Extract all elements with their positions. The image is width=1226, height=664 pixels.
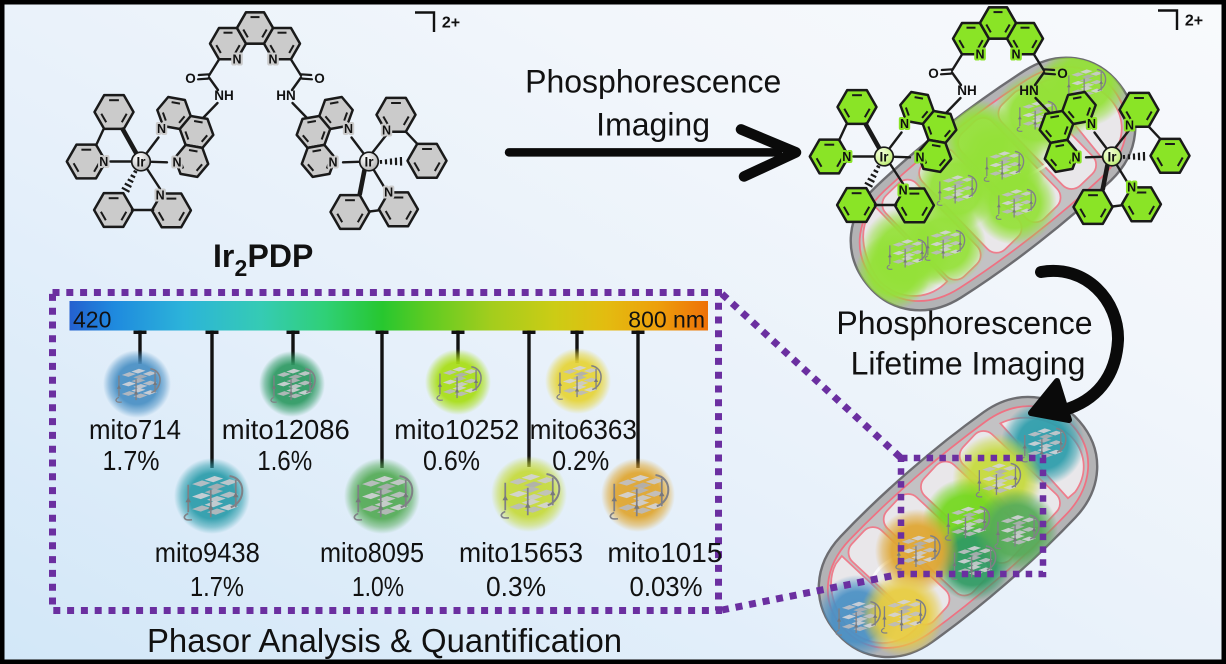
svg-text:N: N	[1011, 48, 1020, 62]
svg-text:mito15653: mito15653	[459, 537, 583, 568]
svg-text:N: N	[157, 122, 166, 136]
svg-text:mito10252: mito10252	[394, 414, 519, 445]
svg-text:2+: 2+	[1185, 13, 1203, 30]
svg-text:N: N	[344, 122, 353, 136]
svg-text:N: N	[899, 184, 908, 198]
svg-text:0.3%: 0.3%	[486, 571, 546, 602]
svg-text:1.7%: 1.7%	[190, 571, 244, 602]
svg-text:2+: 2+	[442, 15, 460, 32]
svg-text:NH: NH	[214, 88, 234, 103]
svg-text:N: N	[232, 53, 241, 67]
svg-text:HN: HN	[276, 88, 296, 103]
svg-text:0.2%: 0.2%	[552, 445, 609, 476]
svg-text:Ir: Ir	[879, 149, 889, 164]
svg-text:1.0%: 1.0%	[352, 571, 404, 602]
svg-text:N: N	[1011, 48, 1020, 62]
svg-text:1.6%: 1.6%	[257, 445, 312, 476]
svg-text:0.6%: 0.6%	[423, 445, 480, 476]
svg-text:1.7%: 1.7%	[103, 445, 160, 476]
svg-text:N: N	[99, 155, 108, 169]
svg-text:N: N	[268, 53, 277, 67]
svg-text:N: N	[1087, 117, 1096, 131]
svg-text:mito9438: mito9438	[155, 537, 260, 568]
svg-text:N: N	[975, 48, 984, 62]
svg-text:800 nm: 800 nm	[628, 307, 705, 333]
svg-text:mito1015: mito1015	[607, 537, 722, 568]
svg-text:0.03%: 0.03%	[630, 571, 703, 602]
svg-text:NH: NH	[957, 83, 977, 98]
svg-text:Ir: Ir	[213, 238, 234, 274]
svg-text:N: N	[1125, 119, 1134, 133]
svg-text:Phosphorescence: Phosphorescence	[525, 64, 781, 100]
svg-text:O: O	[1057, 66, 1068, 81]
svg-text:N: N	[328, 155, 337, 169]
svg-text:N: N	[915, 150, 924, 164]
svg-text:N: N	[268, 53, 277, 67]
svg-text:HN: HN	[1019, 83, 1039, 98]
svg-text:O: O	[314, 71, 325, 86]
svg-text:Phosphorescence: Phosphorescence	[836, 305, 1092, 341]
svg-text:N: N	[1127, 181, 1136, 195]
svg-text:N: N	[156, 189, 165, 203]
svg-text:N: N	[172, 155, 181, 169]
svg-text:N: N	[900, 117, 909, 131]
svg-text:N: N	[382, 124, 391, 138]
svg-text:N: N	[232, 53, 241, 67]
svg-text:Ir: Ir	[1107, 149, 1117, 164]
svg-text:N: N	[384, 186, 393, 200]
svg-text:Lifetime Imaging: Lifetime Imaging	[851, 346, 1086, 382]
svg-text:N: N	[842, 150, 851, 164]
svg-text:mito6363: mito6363	[530, 414, 637, 445]
svg-text:Ir: Ir	[364, 154, 374, 169]
svg-text:O: O	[928, 66, 939, 81]
svg-text:Ir: Ir	[136, 154, 146, 169]
svg-text:mito8095: mito8095	[320, 537, 424, 568]
svg-text:N: N	[1071, 150, 1080, 164]
svg-text:mito12086: mito12086	[222, 414, 350, 445]
svg-text:Phasor Analysis & Quantificati: Phasor Analysis & Quantification	[147, 622, 622, 659]
svg-text:420: 420	[73, 306, 111, 332]
svg-text:mito714: mito714	[89, 414, 181, 445]
svg-text:2: 2	[235, 255, 248, 281]
svg-text:O: O	[185, 71, 196, 86]
svg-text:PDP: PDP	[248, 238, 314, 274]
svg-text:Imaging: Imaging	[596, 107, 710, 143]
svg-text:N: N	[975, 48, 984, 62]
